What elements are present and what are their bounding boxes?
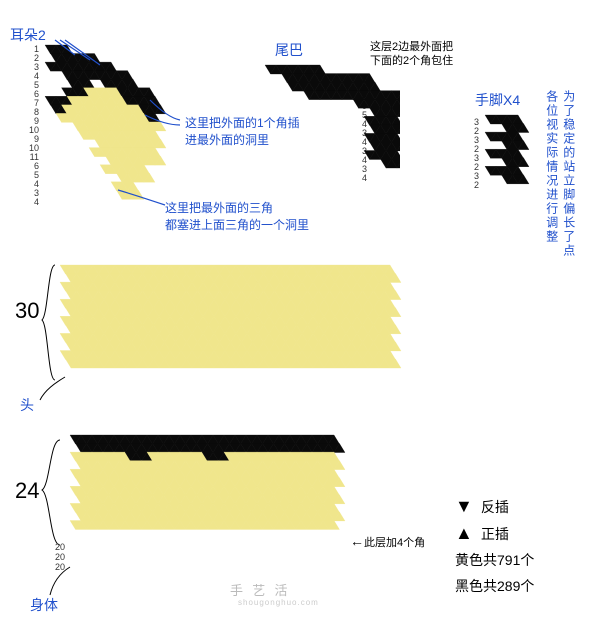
body-label-arrow — [45, 565, 85, 600]
body-diagram — [0, 0, 430, 570]
legend-black-total: 黑色共289个 — [455, 576, 534, 596]
legend-up: ▲ 正插 — [455, 523, 534, 544]
legend-yellow-total: 黄色共791个 — [455, 550, 534, 570]
triangle-down-icon: ▼ — [455, 496, 473, 517]
limb-vertical-note-1: 为了稳定的站立脚偏长了点 — [560, 90, 577, 258]
watermark: 手 艺 活 — [230, 580, 291, 599]
triangle-up-icon: ▲ — [455, 523, 473, 544]
legend: ▼ 反插 ▲ 正插 黄色共791个 黑色共289个 — [455, 490, 534, 602]
limb-vertical-note-2: 各位视实际情况进行调整 — [543, 90, 560, 244]
watermark-sub: shougonghuo.com — [238, 598, 319, 607]
legend-down: ▼ 反插 — [455, 496, 534, 517]
body-side-note: ←此层加4个角 — [350, 532, 425, 550]
